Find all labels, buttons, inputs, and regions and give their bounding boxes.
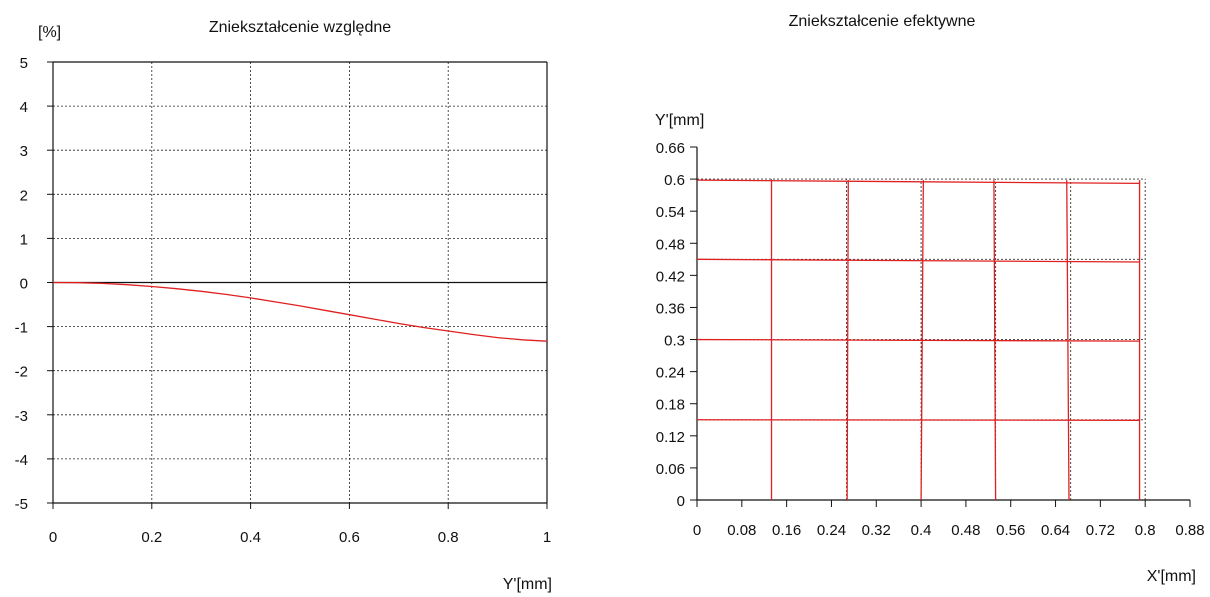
left-y-tick-label: -4 <box>15 452 28 469</box>
right-x-tick-label: 0.48 <box>951 522 980 539</box>
left-axes <box>47 61 548 509</box>
right-x-axis-label: X'[mm] <box>1147 568 1196 585</box>
left-y-tick-label: -2 <box>15 364 28 381</box>
left-x-tick-label: 1 <box>543 529 551 546</box>
right-distorted-vline <box>1066 180 1070 501</box>
right-x-tick-label: 0.8 <box>1135 522 1156 539</box>
left-x-tick-label: 0.6 <box>339 529 360 546</box>
right-y-tick-labels: 0.66 0.6 0.54 0.48 0.42 0.36 0.3 0.24 0.18 0.12 0.… <box>656 140 685 510</box>
left-x-tick-label: 0.4 <box>240 529 261 546</box>
left-x-tick-label: 0.8 <box>438 529 459 546</box>
left-series-line <box>52 281 548 342</box>
right-y-axis-label: Y'[mm] <box>655 112 704 129</box>
right-distorted-hline <box>696 338 1140 342</box>
right-y-tick-label: 0.06 <box>656 461 685 478</box>
right-distorted-grid <box>696 179 1141 501</box>
left-y-tick-label: 0 <box>20 276 28 293</box>
effective-distortion-chart: Zniekształcenie efektywne Y'[mm] X'[mm] … <box>655 13 1205 585</box>
right-axes <box>690 146 1191 507</box>
right-y-tick-label: 0.48 <box>656 236 685 253</box>
left-y-tick-label: -3 <box>15 408 28 425</box>
right-distorted-hline <box>696 419 1140 421</box>
left-x-axis-label: Y'[mm] <box>503 576 552 593</box>
right-x-tick-label: 0.72 <box>1086 522 1115 539</box>
left-y-tick-label: 5 <box>20 55 28 72</box>
left-y-tick-label: 3 <box>20 143 28 160</box>
right-distorted-hline <box>696 258 1140 263</box>
right-x-tick-label: 0.88 <box>1175 522 1204 539</box>
right-y-tick-label: 0.12 <box>656 429 685 446</box>
left-x-tick-label: 0.2 <box>141 529 162 546</box>
left-y-tick-label: 2 <box>20 187 28 204</box>
right-y-tick-label: 0.6 <box>664 172 685 189</box>
right-x-tick-label: 0.32 <box>862 522 891 539</box>
right-y-tick-label: 0.42 <box>656 268 685 285</box>
relative-distortion-chart: Zniekształcenie względne [%] Y'[mm] 5 4 3 2… <box>15 19 552 593</box>
left-y-tick-label: 1 <box>20 231 28 248</box>
left-x-tick-labels: 0 0.2 0.4 0.6 0.8 1 <box>49 529 551 546</box>
left-x-tick-label: 0 <box>49 529 57 546</box>
right-x-tick-label: 0.56 <box>996 522 1025 539</box>
left-y-tick-label: -1 <box>15 320 28 337</box>
right-x-tick-label: 0.4 <box>911 522 932 539</box>
right-y-tick-label: 0.18 <box>656 397 685 414</box>
left-y-axis-label: [%] <box>38 24 61 41</box>
right-y-tick-label: 0.54 <box>656 204 685 221</box>
right-chart-title: Zniekształcenie efektywne <box>789 13 976 30</box>
right-x-tick-labels: 0 0.08 0.16 0.24 0.32 0.4 0.48 0.56 0.64 0.72 0.8 0… <box>693 522 1205 539</box>
right-x-tick-label: 0.24 <box>817 522 846 539</box>
right-y-tick-label: 0.24 <box>656 365 685 382</box>
left-series <box>52 281 548 342</box>
right-distorted-hline <box>696 179 1140 185</box>
right-x-tick-label: 0.64 <box>1041 522 1070 539</box>
left-y-tick-label: 4 <box>20 99 28 116</box>
right-y-tick-label: 0.36 <box>656 300 685 317</box>
right-x-tick-label: 0 <box>693 522 701 539</box>
right-x-tick-label: 0.08 <box>727 522 756 539</box>
right-y-tick-label: 0 <box>677 493 685 510</box>
right-x-tick-label: 0.16 <box>772 522 801 539</box>
left-y-tick-label: -5 <box>15 496 28 513</box>
right-y-tick-label: 0.3 <box>664 333 685 350</box>
right-y-tick-label: 0.66 <box>656 140 685 157</box>
left-y-tick-labels: 5 4 3 2 1 0 -1 -2 -3 -4 -5 <box>15 55 28 513</box>
left-chart-title: Zniekształcenie względne <box>209 19 391 36</box>
